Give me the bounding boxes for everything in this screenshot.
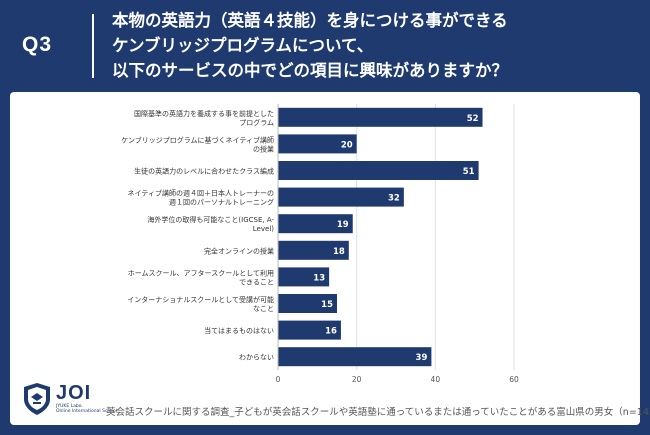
x-tick-label: 0 <box>276 375 281 384</box>
bar-value-label: 39 <box>416 353 428 363</box>
category-label: ケンブリッジプログラムに基づくネイティブ講師 <box>121 135 274 144</box>
bar-value-label: 19 <box>337 220 349 230</box>
chart-panel: 0 20 40 60 52 国際基準の英語力を養成する事を前提とした プログラム 20 ケンブリ… <box>10 92 650 425</box>
question-line-1: 本物の英語力（英語４技能）を身につける事ができる <box>112 11 508 30</box>
category-label: Level) <box>253 225 274 233</box>
category-label: 週１回のパーソナルトレーニング <box>169 198 274 207</box>
question-number: Q3 <box>22 33 53 56</box>
bar <box>278 267 330 287</box>
category-label: 生徒の英語力のレベルに合わせたクラス編成 <box>134 167 274 176</box>
logo-subtitle-line-1: JYUKE Labo. <box>56 404 83 409</box>
category-label: できること <box>239 278 274 286</box>
bar-value-label: 13 <box>313 273 325 283</box>
bar-value-label: 18 <box>333 247 345 257</box>
header-divider <box>92 14 94 78</box>
bar-value-label: 32 <box>388 194 400 204</box>
category-label: 当てはまるものはない <box>204 326 274 335</box>
category-label: なこと <box>253 305 274 313</box>
bar <box>278 240 349 260</box>
bar <box>278 187 404 207</box>
logo-subtitle-line-2: Online International School <box>56 409 118 414</box>
question-text: 本物の英語力（英語４技能）を身につける事ができる ケンブリッジプログラムについて… <box>112 8 642 83</box>
x-tick-label: 20 <box>352 375 362 384</box>
category-label: 完全オンラインの授業 <box>204 246 274 255</box>
bar <box>278 320 341 340</box>
category-label: の授業 <box>253 144 274 153</box>
category-label: プログラム <box>239 118 274 127</box>
logo-name: JOI <box>56 382 92 404</box>
category-label: 海外学位の取得も可能なこと(IGCSE, A- <box>147 215 274 224</box>
survey-footnote: 英会話スクールに関する調査_子どもが英会話スクールや英語塾に通っているまたは通っ… <box>106 407 650 418</box>
logo-subtitle: JYUKE Labo. Online International School <box>56 404 146 414</box>
category-label: ホームスクール、アフタースクールとして利用 <box>128 268 274 277</box>
bar <box>278 107 483 127</box>
bar <box>278 214 353 234</box>
bar-value-label: 20 <box>341 140 353 150</box>
shield-logo-icon <box>24 383 50 415</box>
question-line-2: ケンブリッジプログラムについて、 <box>112 36 374 55</box>
bar-value-label: 15 <box>321 300 333 310</box>
category-label: わからない <box>239 354 274 362</box>
joi-logo: JOI JYUKE Labo. Online International Sch… <box>22 382 142 420</box>
question-line-3: 以下のサービスの中でどの項目に興味がありますか？ <box>112 61 508 80</box>
bar <box>278 161 479 180</box>
bar <box>278 134 357 154</box>
question-header: Q3 本物の英語力（英語４技能）を身につける事ができる ケンブリッジプログラムに… <box>0 0 650 92</box>
bar-value-label: 52 <box>467 114 479 124</box>
category-label: ネイティブ講師の週４回＋日本人トレーナーの <box>128 189 274 198</box>
x-tick-label: 40 <box>431 375 441 384</box>
bar-value-label: 51 <box>463 167 475 177</box>
bar <box>278 347 432 367</box>
category-label: インターナショナルスクールとして受講が可能 <box>127 295 274 304</box>
x-tick-label: 60 <box>509 375 519 384</box>
bar-value-label: 16 <box>325 327 337 337</box>
bar <box>278 294 337 313</box>
category-label: 国際基準の英語力を養成する事を前提とした <box>134 109 274 118</box>
